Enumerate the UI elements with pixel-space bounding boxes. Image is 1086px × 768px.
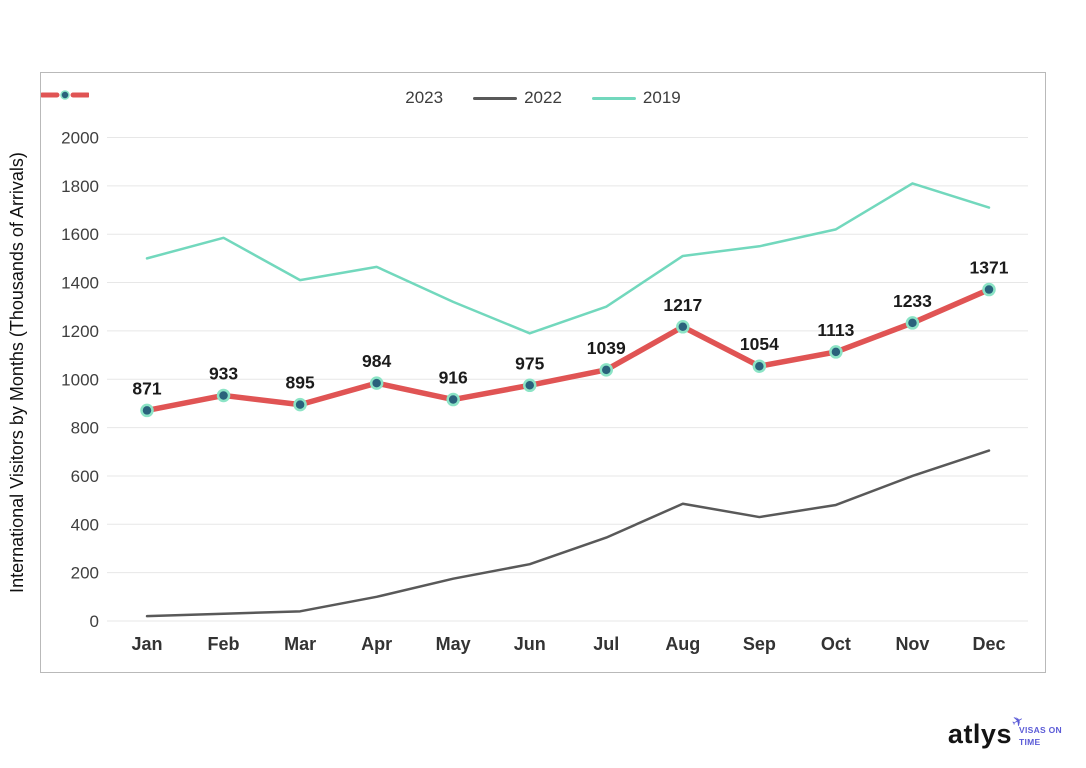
legend-label-2019: 2019 [642, 88, 681, 107]
y-tick-label: 400 [71, 515, 99, 534]
data-point-marker-2023 [676, 320, 690, 334]
data-point-marker-2023 [829, 345, 843, 359]
brand-name: atlys [947, 719, 1012, 749]
legend-item-2023: 2023 [41, 88, 444, 108]
y-tick-label: 1400 [61, 274, 99, 293]
data-point-marker-2023 [982, 282, 996, 297]
data-label-2023: 933 [209, 363, 238, 383]
data-label-2023: 1039 [587, 338, 626, 358]
x-tick-label: Jun [514, 634, 546, 654]
data-point-marker-2023 [140, 403, 154, 418]
x-tick-label: Sep [743, 634, 776, 654]
x-tick-label: Jul [593, 634, 619, 654]
y-tick-label: 800 [71, 419, 99, 438]
tagline-line-1: VISAS ON [1018, 725, 1062, 736]
legend-marker-2019 [591, 96, 636, 100]
x-tick-label: Mar [284, 634, 316, 654]
x-tick-label: Nov [895, 634, 929, 654]
x-tick-label: Oct [821, 634, 851, 654]
data-label-2023: 1233 [893, 291, 932, 311]
y-tick-label: 200 [71, 564, 99, 583]
y-tick-label: 2000 [61, 129, 99, 148]
legend-marker-2022 [473, 96, 518, 100]
y-tick-label: 600 [71, 467, 99, 486]
y-tick-label: 1200 [61, 322, 99, 341]
data-label-2023: 1371 [970, 258, 1009, 278]
data-point-marker-2023 [293, 397, 307, 412]
x-tick-label: Feb [208, 634, 240, 654]
x-tick-label: May [436, 634, 471, 654]
series-line-2019 [145, 182, 991, 335]
data-point-marker-2023 [522, 378, 537, 393]
data-label-2023: 1054 [740, 334, 779, 354]
x-tick-label: Dec [972, 634, 1005, 654]
data-label-2023: 1113 [817, 320, 854, 340]
series-line-2022 [145, 449, 991, 618]
y-tick-label: 1800 [61, 177, 99, 196]
data-point-marker-2023 [446, 392, 460, 407]
brand-tagline: VISAS ON TIME [1019, 721, 1062, 747]
data-point-marker-2023 [905, 316, 920, 330]
chart-panel: 2023 2022 2019 0 200 400 600 800 1000 1200 1400 16… [40, 72, 1046, 673]
data-point-marker-2023 [216, 388, 231, 403]
legend-item-2019: 2019 [591, 88, 681, 108]
legend-item-2022: 2022 [473, 88, 562, 108]
data-label-2023: 916 [439, 368, 468, 388]
x-tick-label: Apr [361, 634, 392, 654]
y-tick-label: 1600 [61, 225, 99, 244]
x-tick-label: Aug [665, 634, 700, 654]
legend-label-2023: 2023 [405, 88, 444, 107]
data-label-2023: 1217 [663, 295, 702, 315]
brand-wordmark: atlys ✈ [947, 711, 1027, 749]
legend-marker-2023 [41, 90, 89, 100]
y-tick-label: 1000 [61, 370, 99, 389]
data-label-2023: 895 [285, 373, 314, 393]
data-point-marker-2023 [599, 363, 614, 377]
chart-legend: 2023 2022 2019 [41, 88, 1045, 108]
series-line-2023 [144, 286, 992, 414]
y-axis-title: International Visitors by Months (Thousa… [6, 152, 27, 593]
legend-label-2022: 2022 [524, 88, 562, 107]
data-label-2023: 975 [515, 353, 544, 373]
data-label-2023: 984 [362, 351, 391, 371]
data-point-marker-2023 [752, 359, 767, 373]
atlys-logo: atlys ✈ VISAS ON TIME [947, 711, 1062, 749]
y-tick-label: 0 [90, 612, 99, 631]
tagline-line-2: TIME [1018, 736, 1041, 747]
x-tick-label: Jan [131, 634, 162, 654]
data-label-2023: 871 [132, 378, 161, 398]
data-point-marker-2023 [369, 376, 384, 390]
line-chart: 0 200 400 600 800 1000 1200 1400 1600 1800 2000 Jan… [61, 129, 1028, 654]
